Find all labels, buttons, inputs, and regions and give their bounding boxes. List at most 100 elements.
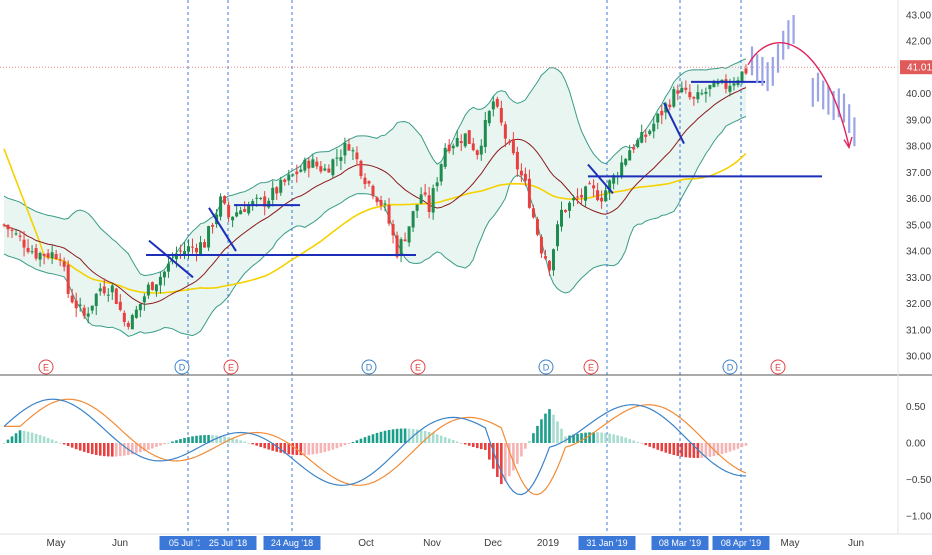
candle [347,138,351,152]
price-tick-label: 38.00 [906,142,931,153]
macd-histogram-bar [371,434,375,443]
candle-body [415,204,419,211]
macd-histogram-bar [159,443,162,446]
candle-body [712,80,716,88]
candle-body [46,253,50,258]
candle [126,320,130,330]
candle-body [62,261,66,267]
candle-body [287,174,291,181]
macd-histogram-bar [656,443,660,450]
macd-histogram-bar [387,429,391,443]
candle [271,180,275,207]
candle-body [347,144,351,151]
macd-histogram-bar [676,443,680,456]
candle-body [331,159,335,176]
macd-histogram-bar [251,443,254,445]
candle-body [636,139,640,147]
candle-body [251,201,255,205]
last-price-badge [900,60,932,75]
candle-body [443,147,447,167]
event-letter: D [727,363,734,373]
candle-body [227,205,231,218]
candle-body [716,82,720,85]
annotation-trendline [148,239,194,279]
candle [672,86,676,109]
month-label: 2019 [537,538,560,549]
candle-body [275,187,279,194]
macd-histogram-bar [287,443,291,455]
candle [547,259,551,276]
candle [499,100,503,126]
candle-body [608,180,612,193]
candle [576,188,580,205]
candle [495,96,499,109]
candle [10,227,14,238]
candle-body [219,196,223,217]
candle-body [182,251,186,255]
macd-histogram-bar [235,439,238,443]
candle [223,195,227,205]
candle-body [668,104,672,108]
macd-histogram-bar [419,430,423,443]
candle-body [6,224,10,230]
macd-histogram-bar [728,443,732,452]
candle-body [295,171,299,175]
forecast-arrowhead [843,136,853,150]
macd-histogram-bar [504,443,507,481]
macd-histogram-bar [632,440,635,443]
macd-histogram-bar [62,443,66,445]
macd-histogram-bar [552,414,555,443]
macd-histogram-bar [183,438,186,443]
macd-histogram-bar [620,436,623,443]
candle-body [411,211,415,228]
macd-histogram-bar [14,433,18,443]
month-label: May [781,538,800,549]
candle [70,288,74,304]
candle-body [519,170,523,176]
candle [118,294,122,312]
macd-histogram-bar [592,432,595,443]
event-circle [361,359,377,375]
candle [523,167,527,187]
candle-body [351,150,355,152]
candle [351,147,355,161]
candle-body [98,288,102,292]
candle-body [555,224,559,247]
candle-body [126,322,130,327]
candle [339,149,343,171]
candle-body [580,195,584,198]
macd-histogram-bar [744,443,748,446]
candle-body [166,263,170,272]
candle [439,163,443,186]
macd-histogram-bar [736,443,740,449]
candle [327,164,331,173]
candle [283,178,287,186]
candle-body [680,87,684,93]
candle [415,204,419,219]
candle [596,182,600,202]
candle [455,130,459,148]
macd-histogram-bar [147,443,150,450]
macd-histogram-bar [684,443,688,458]
event-circle [770,359,786,375]
macd-histogram-bar [215,435,218,443]
candle-body [158,276,162,286]
macd-histogram-bar [279,443,283,453]
macd-histogram-bar [379,431,383,443]
candle-body [307,160,311,169]
candle [644,129,648,143]
candle [443,143,447,170]
candle-body [503,124,507,139]
event-letter: D [543,363,550,373]
price-tick-label: 33.00 [906,273,931,284]
macd-histogram-bar [431,433,435,443]
candle [620,155,624,180]
macd-histogram-bar [231,438,234,443]
candle [138,303,142,318]
candle [227,201,231,222]
candle-body [14,233,18,235]
macd-histogram-bar [223,436,226,443]
candle-body [660,110,664,116]
candle-body [271,187,275,201]
candle [2,223,6,228]
